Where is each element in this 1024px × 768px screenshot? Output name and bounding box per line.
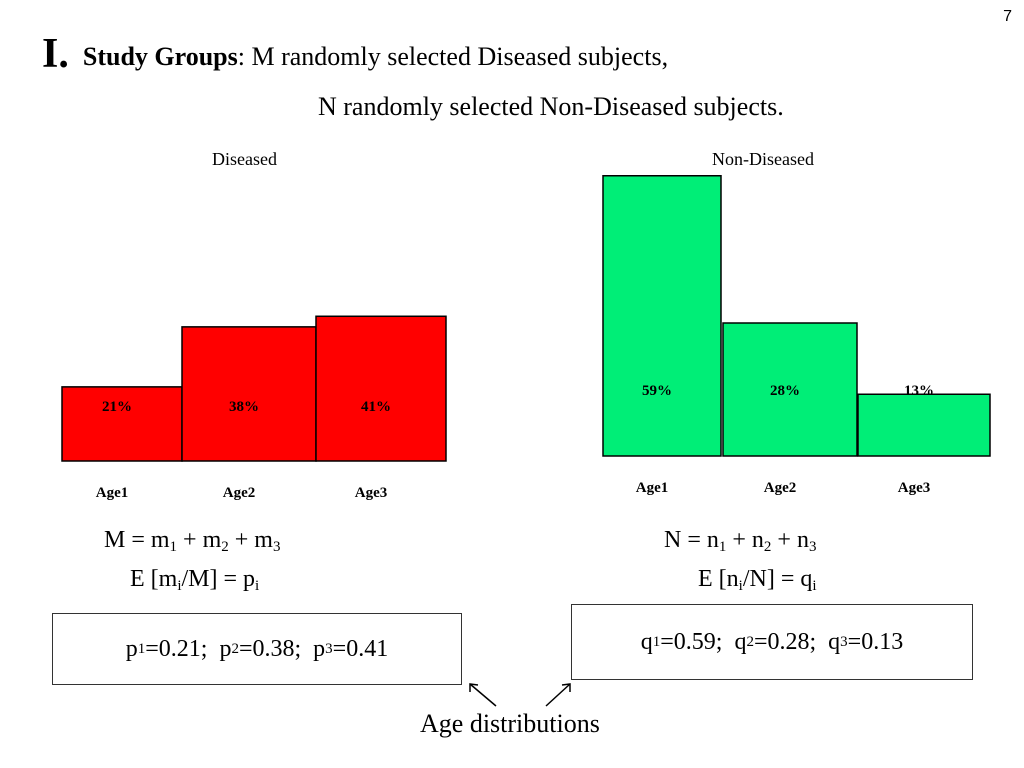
slide-heading: I. Study Groups: M randomly selected Dise… [42,33,669,75]
diseased-bar-age1 [61,386,183,462]
heading-label: Study Groups [82,42,238,71]
non-diseased-category-label: Age2 [764,480,797,496]
non-diseased-data-label: 59% [642,383,672,399]
annotation-arrows [469,683,571,707]
diseased-data-label: 21% [102,399,132,415]
non-diseased-bar-age2 [722,322,858,457]
non-diseased-bar-age1 [602,175,722,457]
non-diseased-probabilities-box: q 1 =0.59; q 2 =0.28; q 3 =0.13 [571,604,973,680]
left-arrow [469,683,497,707]
diseased-expectation-formula: E [mi/M] = pi [130,566,260,594]
diseased-category-label: Age1 [96,485,129,501]
page-number: 7 [1003,8,1012,25]
heading-line-2: N randomly selected Non-Diseased subject… [318,92,784,121]
section-numeral: I. [42,31,69,77]
diseased-bar-age3 [315,315,447,462]
non-diseased-sum-formula: N = n1 + n2 + n3 [664,527,817,555]
diseased-sum-formula: M = m1 + m2 + m3 [104,527,281,555]
non-diseased-chart-title: Non-Diseased [712,149,814,169]
right-arrow [545,683,571,707]
bar-charts: 21% Age1 38% Age2 41% Age3 59% Age1 28% Age2 13% A… [61,175,991,501]
non-diseased-data-label: 13% [904,383,934,399]
diseased-probabilities-box: p 1 =0.21; p 2 =0.38; p 3 =0.41 [52,613,462,685]
diseased-data-label: 41% [361,399,391,415]
non-diseased-bar-age3 [857,393,991,457]
diseased-category-label: Age3 [355,485,388,501]
diseased-bar-age2 [181,326,317,462]
non-diseased-data-label: 28% [770,383,800,399]
non-diseased-category-label: Age1 [636,480,669,496]
non-diseased-category-label: Age3 [898,480,931,496]
diseased-category-label: Age2 [223,485,256,501]
diseased-chart-title: Diseased [212,149,277,169]
heading-line-1: : M randomly selected Diseased subjects, [237,42,669,71]
non-diseased-expectation-formula: E [ni/N] = qi [698,566,817,594]
age-distributions-label: Age distributions [420,709,600,738]
non-diseased-chart: 59% Age1 28% Age2 13% Age3 [602,175,991,496]
diseased-chart: 21% Age1 38% Age2 41% Age3 [61,315,447,501]
diseased-data-label: 38% [229,399,259,415]
